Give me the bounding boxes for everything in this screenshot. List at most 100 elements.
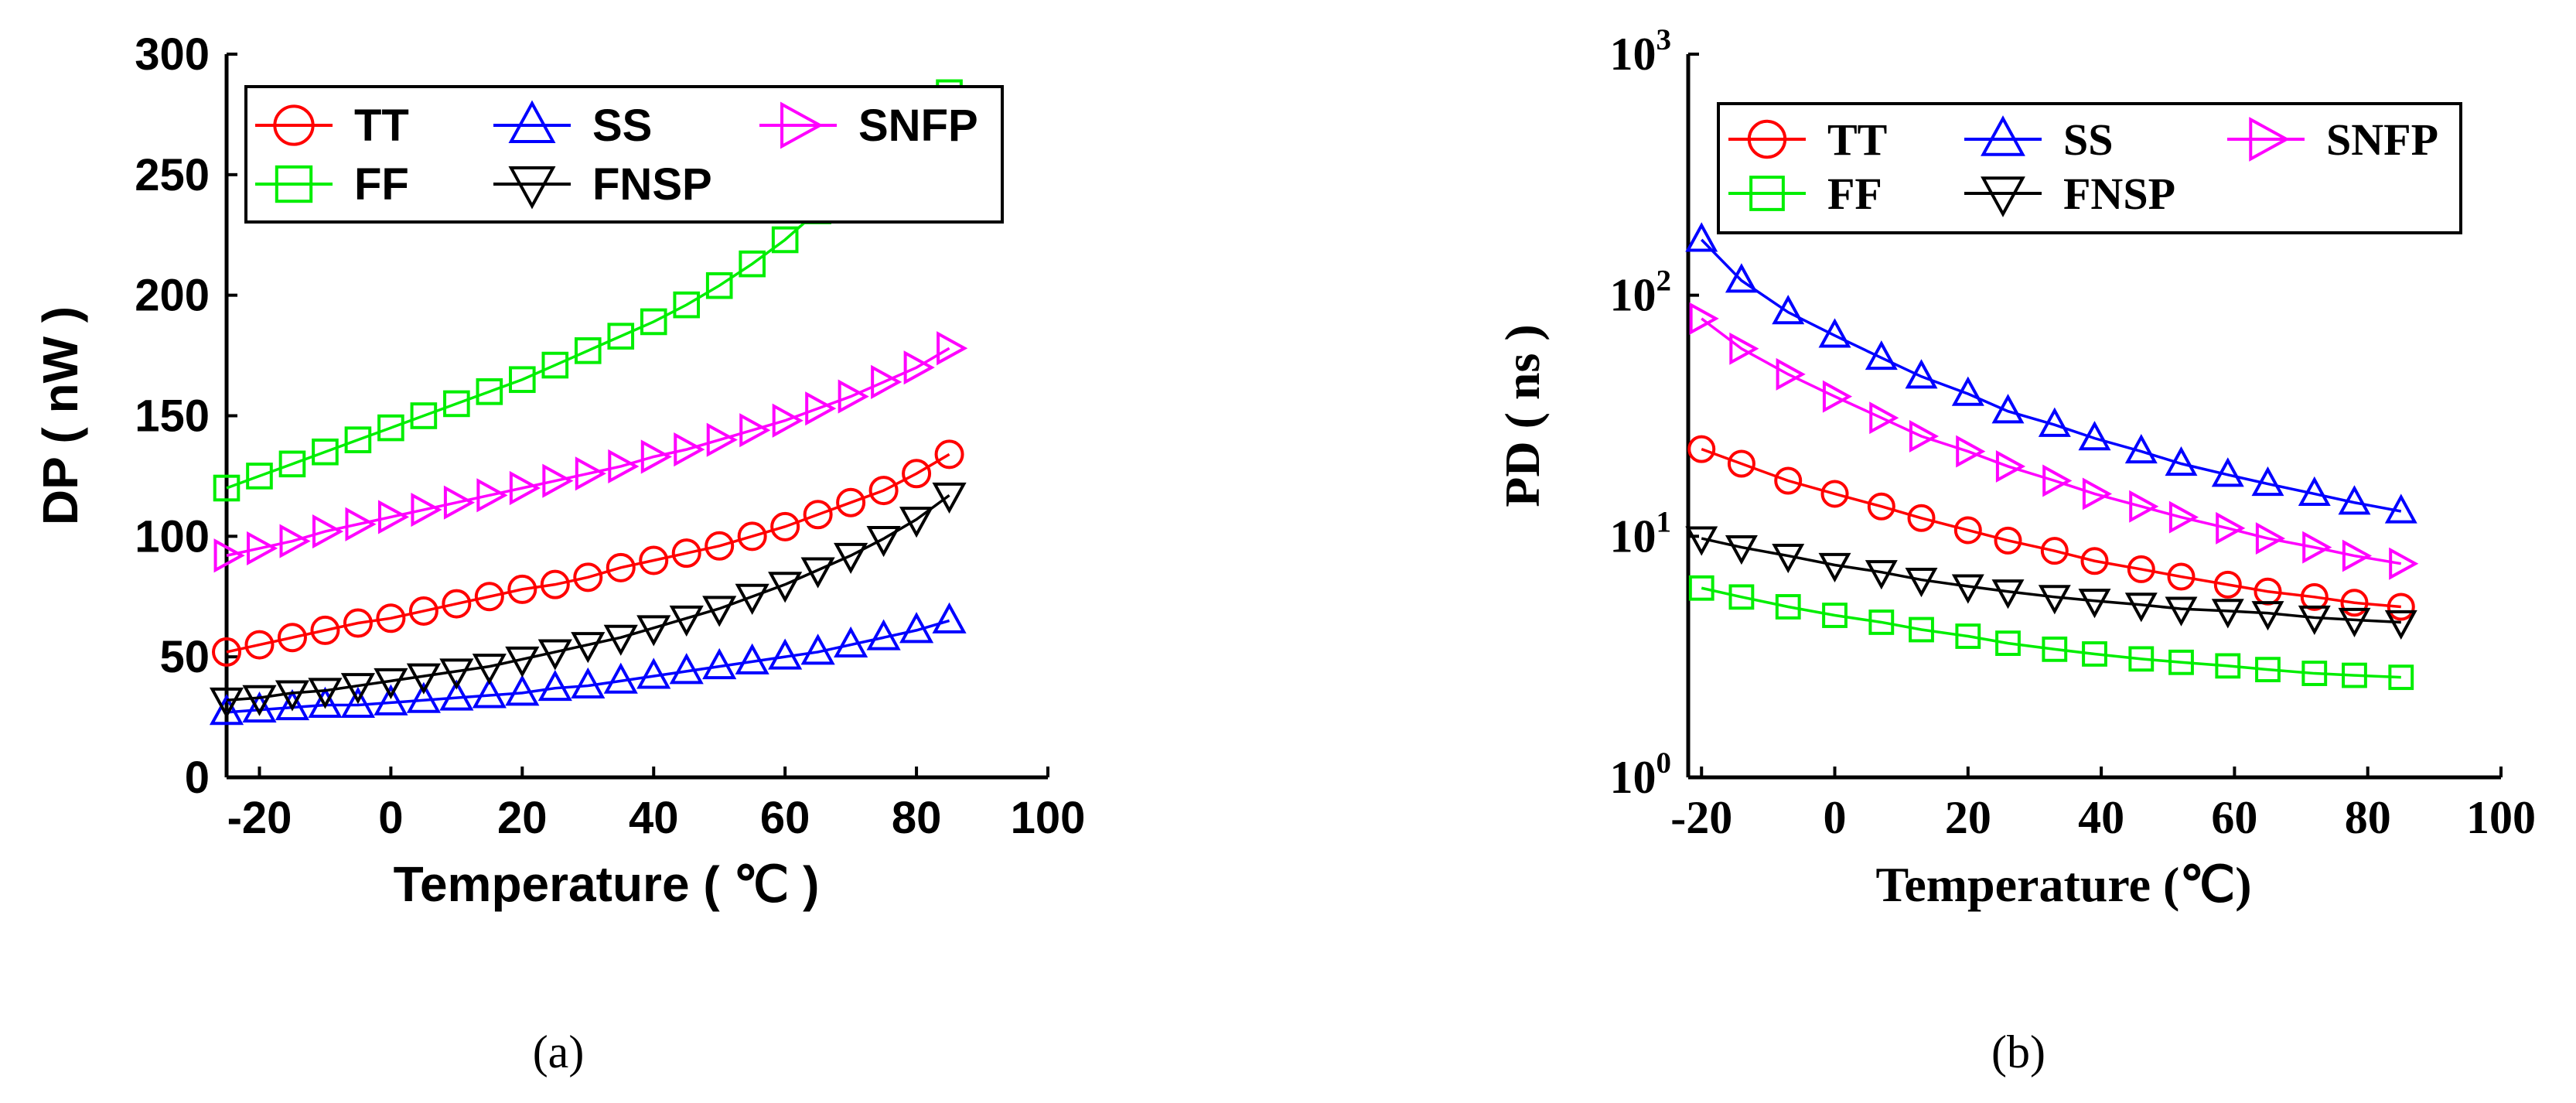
- data-point-ff: [1995, 630, 2021, 657]
- data-point-ff: [2388, 664, 2414, 691]
- legend-label-ss: SS: [2063, 114, 2114, 165]
- data-point-tt: [408, 596, 438, 626]
- data-point-fnsp: [2384, 610, 2417, 640]
- data-point-fnsp: [603, 624, 638, 656]
- data-point-tt: [310, 615, 340, 645]
- data-point-tt: [606, 552, 636, 582]
- data-point-snfp: [937, 331, 968, 366]
- data-point-ff: [377, 414, 404, 442]
- data-point-ff: [312, 438, 339, 466]
- data-point-ff: [739, 250, 766, 278]
- data-point-tt: [573, 562, 603, 592]
- data-point-snfp: [838, 379, 869, 414]
- legend-marker-fnsp: [508, 166, 556, 210]
- data-point-snfp: [1689, 302, 1719, 335]
- legend-label-tt: TT: [1827, 114, 1887, 165]
- x-tick-label: 40: [629, 793, 679, 843]
- x-tick-label: 20: [1945, 792, 1991, 843]
- data-point-ff: [1822, 603, 1848, 628]
- data-point-tt: [803, 500, 833, 530]
- data-point-fnsp: [1951, 574, 1984, 604]
- data-point-ff: [1775, 594, 1801, 620]
- y-tick-label: 101: [1610, 505, 1672, 562]
- data-point-fnsp: [209, 687, 244, 719]
- data-point-ss: [866, 619, 901, 651]
- data-point-ff: [771, 226, 799, 254]
- data-point-ff: [2168, 649, 2194, 675]
- legend-marker-ff: [1749, 176, 1785, 211]
- data-point-ss: [2078, 421, 2111, 451]
- data-point-ff: [1728, 584, 1755, 610]
- x-tick-label: 100: [2466, 792, 2536, 843]
- data-point-tt: [1727, 449, 1755, 478]
- data-point-fnsp: [1818, 552, 1851, 583]
- data-point-tt: [705, 531, 735, 561]
- data-point-fnsp: [636, 615, 671, 647]
- data-point-tt: [442, 589, 472, 619]
- series-line-tt: [1701, 447, 2401, 609]
- data-point-fnsp: [2251, 601, 2284, 631]
- y-tick-label: 102: [1610, 265, 1672, 321]
- data-point-snfp: [2082, 477, 2113, 511]
- data-point-snfp: [706, 422, 738, 457]
- legend-marker-tt: [273, 104, 315, 146]
- data-point-ss: [275, 688, 310, 721]
- data-point-tt: [2387, 592, 2415, 621]
- panel-caption: (a): [533, 1026, 585, 1077]
- y-tick-label: 0: [185, 753, 210, 803]
- data-point-snfp: [739, 413, 771, 448]
- data-point-ss: [340, 686, 376, 718]
- data-point-snfp: [476, 478, 508, 513]
- data-point-tt: [212, 637, 241, 667]
- data-point-tt: [474, 582, 504, 612]
- data-point-snfp: [542, 463, 574, 498]
- data-point-ss: [537, 669, 572, 702]
- legend-label-snfp: SNFP: [858, 101, 978, 151]
- data-point-ss: [571, 667, 606, 699]
- data-point-fnsp: [702, 596, 737, 627]
- y-axis-label: DP ( nW ): [32, 306, 88, 525]
- x-tick-label: 60: [2211, 792, 2257, 843]
- data-point-ss: [472, 677, 507, 709]
- data-point-tt: [1907, 504, 1936, 532]
- data-point-ss: [2251, 466, 2284, 497]
- data-point-ss: [932, 602, 967, 633]
- data-point-ff: [541, 351, 569, 379]
- data-point-ff: [509, 366, 536, 394]
- data-point-ff: [1909, 616, 1934, 643]
- y-tick-label: 250: [135, 150, 210, 200]
- data-point-tt: [1867, 492, 1895, 521]
- data-point-ff: [410, 402, 438, 429]
- legend-marker-ss: [1981, 115, 2025, 156]
- y-axis-label: PD ( ns ): [1495, 324, 1550, 507]
- data-point-ss: [1951, 376, 1984, 406]
- data-point-fnsp: [768, 572, 803, 603]
- data-point-ss: [1865, 340, 1898, 371]
- data-point-fnsp: [1991, 579, 2025, 610]
- y-tick-label: 100: [135, 511, 210, 562]
- data-point-ff: [1955, 623, 1981, 649]
- data-point-ff: [344, 426, 372, 453]
- data-point-snfp: [247, 531, 278, 565]
- x-axis-label: Temperature ( ℃ ): [394, 856, 820, 912]
- data-point-ss: [800, 633, 835, 665]
- data-point-snfp: [903, 350, 935, 385]
- data-point-tt: [737, 521, 767, 552]
- data-point-snfp: [2302, 531, 2332, 564]
- x-tick-label: 0: [1824, 792, 1847, 843]
- legend-label-snfp: SNFP: [2326, 114, 2438, 165]
- data-point-fnsp: [308, 678, 343, 709]
- data-point-tt: [2167, 562, 2196, 591]
- data-point-snfp: [2129, 490, 2159, 523]
- data-point-ss: [2338, 485, 2371, 515]
- data-point-ss: [1991, 394, 2025, 424]
- data-point-tt: [1820, 480, 1849, 508]
- legend-label-ff: FF: [1827, 169, 1882, 219]
- data-point-fnsp: [275, 680, 310, 712]
- data-point-snfp: [1909, 420, 1940, 452]
- data-point-snfp: [2389, 547, 2419, 580]
- data-point-ff: [443, 390, 470, 418]
- data-point-fnsp: [1772, 543, 1805, 574]
- data-point-ss: [669, 653, 704, 685]
- data-point-snfp: [674, 432, 705, 467]
